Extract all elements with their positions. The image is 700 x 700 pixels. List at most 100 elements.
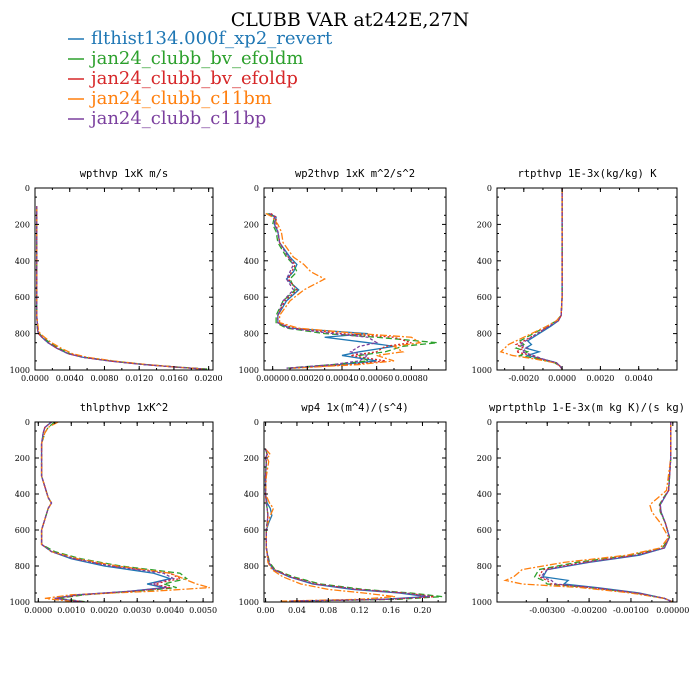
x-tick-label: 0.00 [257,606,275,615]
y-tick-label: 400 [15,257,30,266]
panel-frame [496,187,678,371]
panel-title: thlpthvp 1xK^2 [80,402,169,414]
y-tick-label: 200 [15,220,30,229]
series-line [264,448,435,602]
series-line [268,212,395,369]
series-line [36,206,208,370]
panel-title: wprtpthlp 1-E-3x(m kg K)/(s kg) [489,402,685,414]
series-line [264,448,396,602]
legend: flthist134.000f_xp2_revert jan24_clubb_bv… [68,28,333,129]
y-tick-label: 400 [477,490,492,499]
panel-title: wp2thvp 1xK m^2/s^2 [295,168,415,180]
series-line [514,188,563,370]
x-tick-label: 0.0040 [56,374,84,383]
y-tick-label: 0 [487,184,492,193]
series-line [518,188,563,370]
series-line [542,422,674,602]
x-tick-label: 0.0000 [24,606,52,615]
y-tick-label: 800 [477,330,492,339]
y-tick-label: 0 [254,418,259,427]
x-tick-label: -0.0020 [508,374,539,383]
x-tick-label: 0.12 [351,606,369,615]
y-tick-label: 0 [254,184,259,193]
x-tick-label: 0.0120 [125,374,153,383]
y-tick-label: 200 [15,454,30,463]
panel-title: wp4 1x(m^4)/(s^4) [301,402,408,414]
y-tick-label: 600 [244,293,259,302]
y-tick-label: 800 [477,562,492,571]
figure-title: CLUBB VAR at242E,27N [231,9,470,31]
panel-frame [34,187,214,371]
y-tick-label: 400 [244,490,259,499]
y-tick-label: 600 [477,526,492,535]
legend-label: flthist134.000f_xp2_revert [91,28,333,49]
series-line [36,206,206,370]
series-line [270,212,412,369]
y-tick-label: 1000 [472,598,492,607]
series-line [36,206,206,370]
y-tick-label: 600 [15,526,30,535]
panel-title: rtpthvp 1E-3x(kg/kg) K [517,168,657,180]
x-tick-label: 0.04 [288,606,306,615]
series-line [40,422,173,602]
panel-6: wprtpthlp 1-E-3x(m kg K)/(s kg) 0 200 400 60… [472,402,690,615]
y-tick-label: 1000 [10,598,30,607]
y-tick-label: 1000 [10,366,30,375]
x-tick-label: 0.0160 [160,374,188,383]
y-tick-label: 1000 [472,366,492,375]
y-tick-label: 400 [244,257,259,266]
x-tick-label: -0.00100 [613,606,649,615]
y-tick-label: 200 [477,454,492,463]
x-tick-label: -0.00300 [529,606,565,615]
y-tick-label: 800 [15,330,30,339]
series-line [265,212,422,369]
series-line [533,422,674,602]
panel-frame [263,421,447,603]
x-tick-label: 0.20 [414,606,432,615]
x-tick-label: 0.0010 [57,606,85,615]
x-tick-label: 0.0020 [586,374,614,383]
panel-3: rtpthvp 1E-3x(kg/kg) K 0 200 400 600 800 1000 -… [472,168,678,383]
y-tick-label: 200 [244,454,259,463]
x-tick-label: 0.00040 [325,374,358,383]
y-tick-label: 600 [477,293,492,302]
x-tick-label: 0.00060 [360,374,393,383]
series-line [524,188,563,370]
x-tick-label: 0.00020 [291,374,324,383]
y-tick-label: 800 [15,562,30,571]
x-tick-label: 0.0200 [195,374,223,383]
panel-frame [263,187,447,371]
y-tick-label: 800 [244,330,259,339]
series-line [499,188,563,370]
y-tick-label: 0 [487,418,492,427]
y-tick-label: 600 [244,526,259,535]
series-line [514,188,563,370]
series-line [264,448,431,602]
x-tick-label: 0.0020 [90,606,118,615]
x-tick-label: 0.00080 [395,374,428,383]
series-line [36,206,206,370]
y-tick-label: 200 [477,220,492,229]
panel-title: wpthvp 1xK m/s [80,168,169,180]
legend-label: jan24_clubb_bv_efoldp [89,68,298,89]
x-tick-label: 0.00000 [656,606,689,615]
panel-frame [34,421,214,603]
x-tick-label: 0.0050 [189,606,217,615]
series-line [267,212,438,369]
series-line [36,206,206,370]
x-tick-label: 0.0040 [625,374,653,383]
series-line [40,422,189,602]
y-tick-label: 400 [15,490,30,499]
x-tick-label: 0.00000 [256,374,289,383]
y-tick-label: 600 [15,293,30,302]
x-tick-label: 0.08 [319,606,337,615]
panel-frame [496,421,678,603]
y-tick-label: 200 [244,220,259,229]
x-tick-label: 0.0000 [548,374,576,383]
x-tick-label: 0.0080 [90,374,118,383]
